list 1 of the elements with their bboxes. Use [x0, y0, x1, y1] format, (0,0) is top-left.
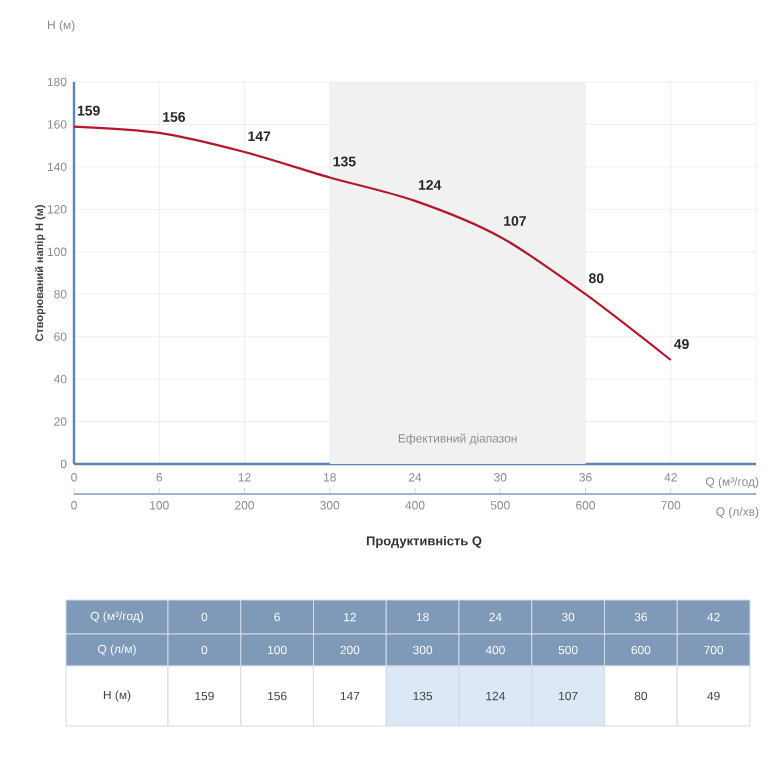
line-series	[72, 125, 672, 362]
